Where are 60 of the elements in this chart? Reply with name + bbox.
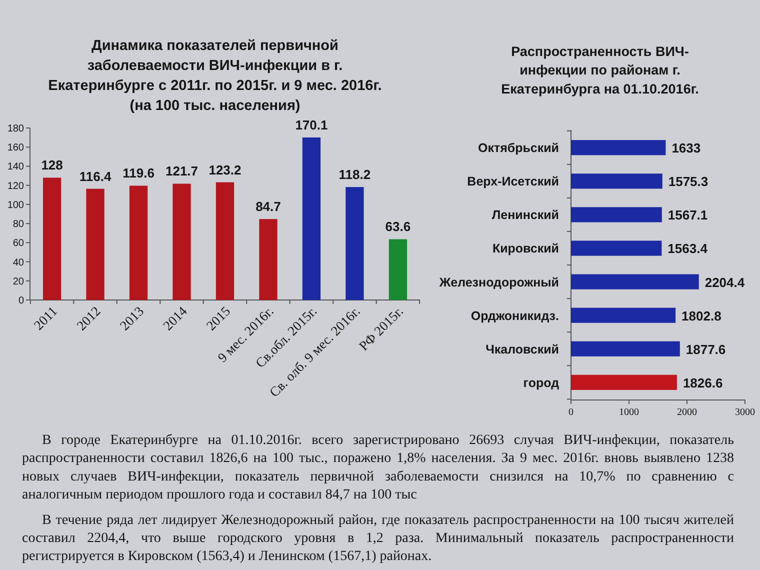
data-label: 128: [41, 158, 63, 173]
bar: [571, 207, 662, 222]
y-tick-label: Чкаловский: [486, 342, 559, 356]
text: В городе Екатеринбурге на 01.10.2016г. всего зарегистрировано 26693 случая ВИЧ-инфекции, показатель распространенности составил 1826,6 на 100 тыс., поражено 1,8% населения. За 9 мес. 2016г. вновь выявлено 1238 новых случаев ВИЧ-инфекции, показатель первичной заболеваемости снизился на 10,7% по сравнению с аналогичным периодом прошлого года и составил 84,7 на 100 тыс: [22, 433, 734, 503]
y-tick-label: Верх-Исетский: [467, 174, 559, 189]
y-tick-label: Ленинский: [492, 208, 559, 222]
data-label: 116.4: [79, 168, 112, 184]
bar: [571, 174, 662, 189]
bar: [302, 137, 321, 300]
data-label: 1563.4: [668, 241, 708, 256]
data-label: 119.6: [122, 166, 154, 181]
bar: [571, 274, 699, 290]
x-tick-label: 0: [568, 407, 574, 418]
y-tick-label: 100: [7, 200, 24, 211]
chart-title: Распространенность ВИЧ-инфекции по районам г. Екатеринбурга на 01.10.2016г.: [501, 44, 699, 96]
y-tick-label: 40: [12, 257, 24, 268]
bar: [346, 187, 364, 300]
bar: [571, 341, 680, 356]
chart-title: Динамика показателей первичной заболеваемости ВИЧ-инфекции в г. Екатеринбурге с 2011г. по 2015г. и 9 мес. 2016г. (на 100 тыс. населения): [48, 38, 382, 114]
x-tick-label: 2000: [677, 407, 697, 418]
data-label: 1877.6: [686, 342, 726, 357]
y-tick-label: 80: [12, 219, 24, 230]
data-label: 1575.3: [668, 174, 708, 190]
y-tick-label: 20: [12, 276, 24, 288]
y-tick-label: Орджоникидз.: [470, 308, 559, 323]
data-label: 123.2: [208, 162, 242, 178]
data-label: 2204.4: [704, 274, 746, 290]
bar: [571, 140, 666, 156]
y-tick-label: 0: [18, 296, 24, 306]
bar: [86, 188, 104, 300]
y-tick-label: 160: [7, 142, 24, 154]
data-label: 170.1: [295, 117, 328, 132]
y-tick-label: Кировский: [492, 242, 559, 256]
text: В течение ряда лет лидирует Железнодорожный район, где показатель распространенности на 100 тысяч жителей составил 2204,4, что выше городского уровня в 1,2 раза. Минимальный показатель распространенности регистрируется в Кировском (1563,4) и Ленинском (1567,1) районах.: [22, 512, 735, 564]
y-tick-label: 120: [7, 180, 24, 192]
data-label: 121.7: [165, 164, 198, 179]
bar: [388, 239, 408, 300]
bar: [571, 308, 676, 323]
y-tick-label: Октябрьский: [478, 141, 559, 156]
y-tick-label: 140: [7, 162, 24, 173]
y-tick-label: 60: [12, 238, 24, 250]
bar: [129, 186, 148, 300]
bar: [571, 240, 662, 256]
bar: [42, 178, 62, 300]
bar: [571, 374, 677, 390]
data-label: 63.6: [385, 219, 411, 234]
x-tick-label: 1000: [619, 407, 639, 418]
data-label: 1567.1: [668, 208, 708, 223]
y-tick-label: 180: [7, 124, 24, 134]
data-label: 118.2: [338, 167, 371, 182]
x-tick-label: 3000: [735, 407, 755, 418]
y-tick-label: Железнодорожный: [438, 275, 559, 290]
data-label: 1802.8: [682, 308, 722, 324]
data-label: 1826.6: [682, 375, 723, 390]
bar: [259, 219, 278, 300]
y-tick-label: город: [523, 376, 560, 390]
data-label: 1633: [672, 140, 701, 156]
bar: [216, 182, 234, 300]
bar: [172, 184, 191, 300]
data-label: 84.7: [256, 199, 281, 214]
